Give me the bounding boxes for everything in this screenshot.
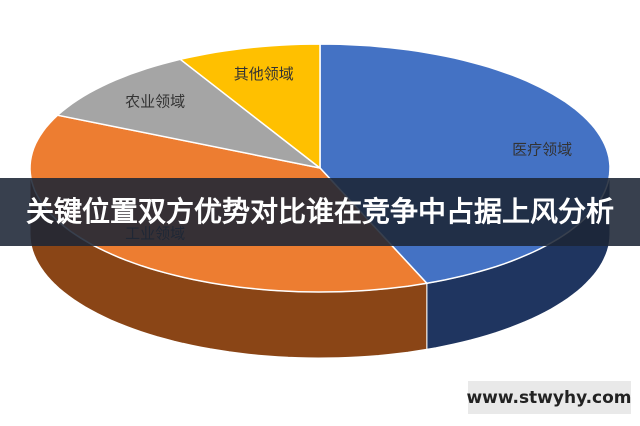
banner-bg bbox=[0, 178, 640, 246]
slice-label: 医疗领域 bbox=[512, 140, 572, 158]
watermark: www.stwyhy.com bbox=[466, 388, 631, 408]
slice bbox=[55, 58, 321, 169]
banner-title: 关键位置双方优势对比谁在竞争中占据上风分析 bbox=[26, 195, 614, 228]
slice bbox=[178, 43, 321, 170]
slice-label: 农业领域 bbox=[125, 92, 185, 110]
watermark-bg bbox=[468, 381, 631, 414]
slice-label: 其他领域 bbox=[234, 65, 294, 83]
